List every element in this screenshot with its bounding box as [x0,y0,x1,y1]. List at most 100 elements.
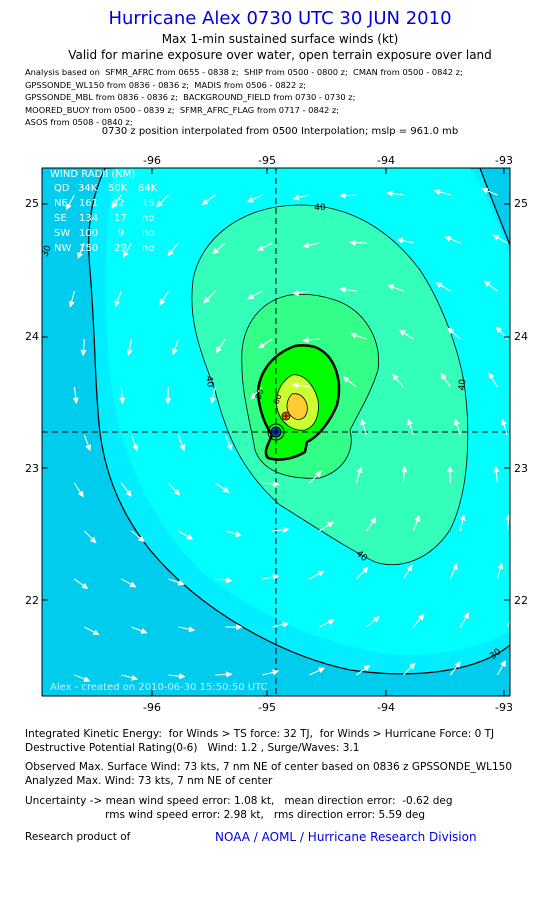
wind-radii-cell: 9 [118,228,124,239]
wind-arrow-head [212,247,219,255]
wind-arrow-head [495,326,503,334]
wind-arrow-head [433,189,441,196]
validity-note: Valid for marine exposure over water, op… [68,48,492,62]
wind-radii-cell: NW [54,243,71,254]
wind-radii-cell: 15 [142,198,155,209]
wind-arrow-head [454,418,460,426]
wind-arrow-head [356,466,363,474]
wind-arrow-head [222,486,230,493]
page-title: Hurricane Alex 0730 UTC 30 JUN 2010 [108,8,452,29]
wind-radii-cell: no [142,243,154,254]
wind-arrow-head [167,249,174,257]
wind-arrow-head [454,661,461,669]
wind-arrow-head [226,671,233,678]
wind-arrow-head [140,628,148,634]
lat-label-left: 22 [25,594,39,607]
wind-arrow-head [137,535,145,543]
wind-arrow-head [122,250,129,258]
wind-arrow-head [302,242,310,249]
wind-radii-cell: SW [54,228,70,239]
contour-label: 40 [314,203,326,213]
lat-label-left: 24 [25,330,39,343]
contour-inner [286,393,308,420]
wind-radii-cell: 161 [79,198,98,209]
wind-arrow-head [129,581,137,588]
contour-label: 30 [40,244,53,258]
wind-arrow-head [72,397,79,405]
wind-radii-title: WIND RADII (NM) [50,169,135,180]
wind-radii-table: WIND RADII (NM) QD 34K 50K 64K NE 161 42… [50,169,158,254]
wind-arrow-head [339,286,346,293]
wind-radii-cell: 29 [114,243,127,254]
ike-line: Integrated Kinetic Energy: for Winds > T… [25,728,495,740]
analysis-line: GPSSONDE_WL150 from 0836 - 0836 z; MADIS… [25,79,307,90]
uncertainty-line: Uncertainty -> mean wind speed error: 1.… [25,795,453,807]
lat-label-right: 25 [514,197,528,210]
wind-radii-cell: 17 [114,213,127,224]
lon-label-bottom: -93 [495,701,513,714]
wind-radii-cell: no [142,228,154,239]
wind-arrow-head [501,418,507,426]
wind-arrow-head [292,382,300,389]
wind-arrow-head [408,662,416,670]
wind-radii-cell: 100 [79,228,98,239]
wind-arrow-head [282,526,290,533]
lat-label-left: 23 [25,462,39,475]
wind-arrow-head [119,397,126,405]
wind-arrow-head [349,332,357,339]
lon-label-top: -93 [495,154,513,167]
wind-radii-cell: no [142,213,154,224]
wind-arrow-head [459,514,466,521]
wind-arrow-head [159,298,166,306]
wind-radii-cell: 134 [79,213,98,224]
wind-arrow-head [361,566,369,574]
wind-arrow-head [401,465,408,473]
wind-arrow-head [247,293,255,300]
wind-arrow-head [317,570,325,577]
wind-arrow-head [282,621,290,628]
wind-arrow-head [414,514,421,522]
wind-radii-cell: 42 [112,198,125,209]
analysis-line: MOORED_BUOY from 0500 - 0839 z; SFMR_AFR… [25,104,340,115]
wind-arrow-head [273,480,280,487]
wind-arrow-head [342,376,350,383]
wind-arrow-head [225,577,233,584]
wind-arrow-head [215,346,222,354]
wind-arrow-head [339,192,346,199]
wind-arrow-head [171,348,178,356]
wind-arrow-head [398,329,406,336]
lon-label-top: -94 [377,154,395,167]
analysis-line: ASOS from 0508 - 0840 z; [25,117,133,128]
wind-map: -96 -95 -94 -93 -96 -95 -94 -93 25 24 23… [0,150,560,720]
wind-arrow-head [440,372,447,380]
wind-arrow-head [65,203,72,211]
lat-label-right: 23 [514,462,528,475]
wind-arrow-head [396,237,404,244]
wind-arrow-head [349,239,356,246]
watermark: Alex - created on 2010-06-30 15:50:50 UT… [50,682,268,693]
wind-arrow-head [83,676,91,682]
wind-arrow-head [188,626,196,633]
wind-arrow-head [327,619,335,625]
lat-label-right: 24 [514,330,528,343]
analysis-line: GPSSONDE_MBL from 0836 - 0836 z; BACKGRO… [25,92,356,103]
wind-arrow-head [392,373,399,381]
wind-arrow-head [406,564,413,572]
wind-arrow-head [89,536,97,544]
dp-line: Destructive Potential Rating(0-6) Wind: … [25,742,360,754]
wind-radii-header: 50K [108,183,128,194]
uncertainty-line-2: rms wind speed error: 2.98 kt, rms direc… [25,809,426,821]
wind-arrow-head [463,612,470,620]
observed-line: Observed Max. Surface Wind: 73 kts, 7 nm… [25,761,513,773]
org-link[interactable]: NOAA / AOML / Hurricane Research Divisio… [215,830,477,844]
lat-label-left: 25 [25,197,39,210]
wind-arrow-head [451,563,458,571]
wind-arrow-head [497,562,504,570]
wind-arrow-head [77,490,84,498]
lon-label-bottom: -96 [143,701,161,714]
wind-arrow-head [173,488,181,496]
contour-label: 50 [254,388,266,401]
wind-arrow-head [209,396,216,404]
max-wind-cross [283,413,289,419]
wind-arrow-head [446,465,454,473]
